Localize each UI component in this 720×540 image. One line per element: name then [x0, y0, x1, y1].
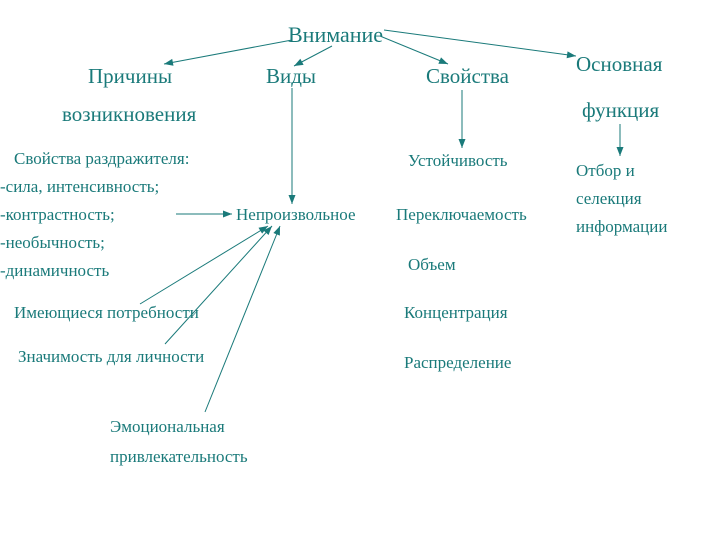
- arrowhead-8: [258, 226, 268, 234]
- edge-3: [384, 30, 576, 56]
- arrowhead-7: [223, 211, 232, 218]
- arrowhead-3: [567, 51, 576, 58]
- node-types: Виды: [266, 62, 316, 90]
- node-causes2: возникновения: [62, 100, 196, 128]
- node-root: Внимание: [288, 20, 383, 50]
- edge-0: [164, 40, 292, 64]
- edge-10: [205, 226, 280, 412]
- arrowhead-6: [617, 147, 624, 156]
- node-stim1: -сила, интенсивность;: [0, 176, 159, 199]
- node-p_conc: Концентрация: [404, 302, 508, 325]
- node-emo2: привлекательность: [110, 446, 248, 469]
- node-signif: Значимость для личности: [18, 346, 204, 369]
- node-func1: Основная: [576, 50, 662, 78]
- edge-9: [165, 226, 272, 344]
- node-stim4: -динамичность: [0, 260, 109, 283]
- node-p_distr: Распределение: [404, 352, 511, 375]
- edge-8: [140, 226, 268, 304]
- node-stim2: -контрастность;: [0, 204, 115, 227]
- node-needs: Имеющиеся потребности: [14, 302, 199, 325]
- node-stim3: -необычность;: [0, 232, 105, 255]
- node-emo1: Эмоциональная: [110, 416, 225, 439]
- node-p_volume: Объем: [408, 254, 456, 277]
- node-sel1: Отбор и: [576, 160, 635, 183]
- node-func2: функция: [582, 96, 659, 124]
- node-p_stable: Устойчивость: [408, 150, 508, 173]
- node-sel3: информации: [576, 216, 667, 239]
- diagram-stage: Внимание Причины возникновения Виды Свойства…: [0, 0, 720, 540]
- node-p_switch: Переключаемость: [396, 204, 527, 227]
- node-sel2: селекция: [576, 188, 642, 211]
- node-stim_title: Свойства раздражителя:: [14, 148, 189, 171]
- node-causes: Причины: [88, 62, 172, 90]
- node-involuntary: Непроизвольное: [236, 204, 356, 227]
- arrowhead-5: [459, 139, 466, 148]
- node-props: Свойства: [426, 62, 509, 90]
- arrowhead-9: [263, 226, 272, 235]
- arrowhead-10: [273, 226, 280, 236]
- arrowhead-4: [289, 195, 296, 204]
- edge-2: [380, 36, 448, 64]
